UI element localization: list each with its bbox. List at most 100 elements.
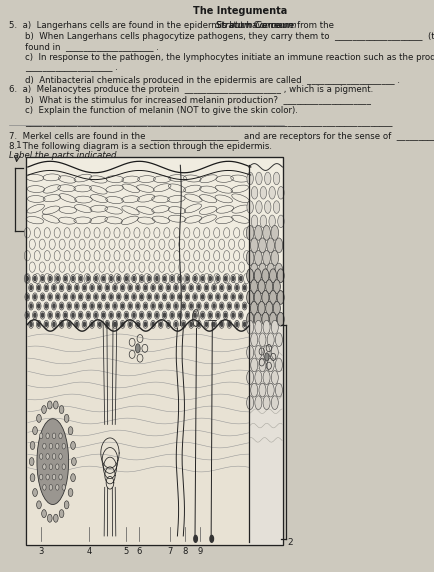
Ellipse shape <box>242 302 247 310</box>
Ellipse shape <box>216 311 220 319</box>
Bar <box>249 325 283 545</box>
Circle shape <box>64 295 66 299</box>
Ellipse shape <box>56 443 59 449</box>
Ellipse shape <box>71 293 76 301</box>
Circle shape <box>267 263 274 278</box>
Circle shape <box>262 291 269 304</box>
Circle shape <box>186 313 188 317</box>
Ellipse shape <box>48 311 53 319</box>
Circle shape <box>251 358 258 372</box>
Ellipse shape <box>216 275 220 283</box>
Circle shape <box>273 301 280 315</box>
Ellipse shape <box>135 302 140 310</box>
Ellipse shape <box>44 320 49 328</box>
Circle shape <box>152 323 154 326</box>
Circle shape <box>236 323 238 326</box>
Ellipse shape <box>235 302 239 310</box>
Text: b)  What is the stimulus for increased melanin production?  ____________________: b) What is the stimulus for increased me… <box>25 96 371 105</box>
Circle shape <box>102 277 105 281</box>
Ellipse shape <box>97 302 102 310</box>
Text: ____________________ .: ____________________ . <box>25 63 118 73</box>
Circle shape <box>224 313 227 317</box>
Text: 6: 6 <box>137 547 142 557</box>
Circle shape <box>267 358 274 372</box>
Circle shape <box>209 277 211 281</box>
Circle shape <box>213 304 215 308</box>
Circle shape <box>133 277 135 281</box>
Ellipse shape <box>25 275 30 283</box>
Ellipse shape <box>238 275 243 283</box>
Circle shape <box>64 313 66 317</box>
Ellipse shape <box>109 293 114 301</box>
Ellipse shape <box>212 302 217 310</box>
Circle shape <box>38 323 40 326</box>
Circle shape <box>224 295 227 299</box>
Circle shape <box>271 396 278 410</box>
Circle shape <box>137 285 139 290</box>
Ellipse shape <box>178 293 182 301</box>
Ellipse shape <box>56 311 60 319</box>
Ellipse shape <box>39 474 43 480</box>
Ellipse shape <box>116 293 121 301</box>
Circle shape <box>76 285 78 290</box>
Circle shape <box>68 323 70 326</box>
Ellipse shape <box>33 427 37 435</box>
Ellipse shape <box>181 320 186 328</box>
Text: 5: 5 <box>124 547 129 557</box>
Circle shape <box>247 396 253 410</box>
Ellipse shape <box>189 284 194 292</box>
Ellipse shape <box>71 311 76 319</box>
Ellipse shape <box>59 320 64 328</box>
Circle shape <box>61 323 62 326</box>
Circle shape <box>152 304 154 308</box>
Ellipse shape <box>212 320 217 328</box>
Circle shape <box>141 295 143 299</box>
Circle shape <box>217 295 219 299</box>
Circle shape <box>49 313 51 317</box>
Ellipse shape <box>227 320 232 328</box>
Ellipse shape <box>52 320 56 328</box>
Circle shape <box>118 277 120 281</box>
Ellipse shape <box>227 302 232 310</box>
Ellipse shape <box>43 464 46 470</box>
Circle shape <box>271 345 278 359</box>
Ellipse shape <box>59 284 64 292</box>
Circle shape <box>156 313 158 317</box>
Circle shape <box>53 304 55 308</box>
Ellipse shape <box>223 275 228 283</box>
Ellipse shape <box>44 284 49 292</box>
Circle shape <box>183 285 184 290</box>
Ellipse shape <box>219 320 224 328</box>
Circle shape <box>49 295 51 299</box>
Ellipse shape <box>174 284 178 292</box>
Circle shape <box>220 285 223 290</box>
Ellipse shape <box>97 320 102 328</box>
Ellipse shape <box>42 406 46 414</box>
Text: d)  Antibacterial chemicals produced in the epidermis are called  ______________: d) Antibacterial chemicals produced in t… <box>25 76 400 85</box>
Circle shape <box>171 295 173 299</box>
Text: 7.  Merkel cells are found in the  ____________________  and are receptors for t: 7. Merkel cells are found in the _______… <box>9 132 434 141</box>
Ellipse shape <box>170 275 174 283</box>
Ellipse shape <box>53 514 58 522</box>
Circle shape <box>264 172 271 185</box>
Circle shape <box>250 280 257 293</box>
Circle shape <box>179 295 181 299</box>
Circle shape <box>171 313 173 317</box>
Ellipse shape <box>75 302 79 310</box>
Ellipse shape <box>78 275 83 283</box>
Circle shape <box>26 313 28 317</box>
Ellipse shape <box>78 311 83 319</box>
Circle shape <box>254 269 261 283</box>
Circle shape <box>156 277 158 281</box>
Circle shape <box>271 225 279 240</box>
Circle shape <box>68 285 70 290</box>
Ellipse shape <box>219 302 224 310</box>
Ellipse shape <box>158 320 163 328</box>
Ellipse shape <box>178 311 182 319</box>
Circle shape <box>91 323 93 326</box>
Circle shape <box>42 295 43 299</box>
Ellipse shape <box>40 293 45 301</box>
Circle shape <box>49 277 51 281</box>
Circle shape <box>45 304 47 308</box>
Ellipse shape <box>193 293 197 301</box>
